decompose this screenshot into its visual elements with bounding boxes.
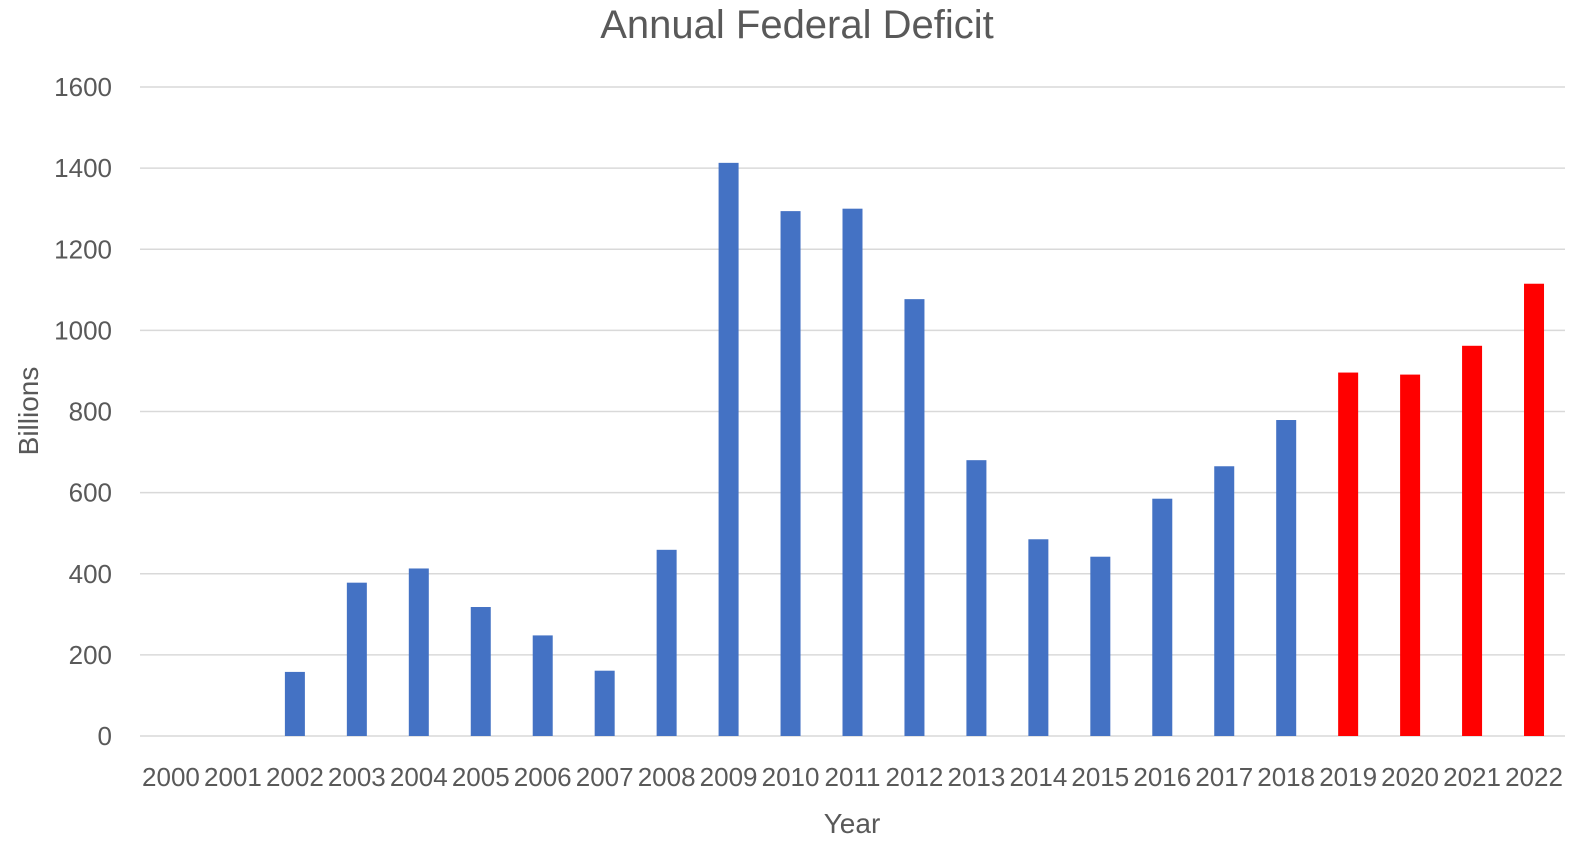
x-tick-label: 2000 [142,762,200,792]
x-tick-label: 2003 [328,762,386,792]
bar-2018 [1276,420,1296,736]
y-axis-ticks: 0 200 400 600 800 1000 1200 1400 1600 [54,72,112,751]
y-tick-label: 800 [69,397,112,427]
x-tick-label: 2017 [1195,762,1253,792]
x-tick-label: 2022 [1505,762,1563,792]
x-tick-label: 2019 [1319,762,1377,792]
bar-2011 [843,209,863,736]
x-axis-ticks: 2000 2001 2002 2003 2004 2005 2006 2007 2008 2009… [142,762,1563,792]
chart-title: Annual Federal Deficit [600,3,994,47]
bar-2003 [347,583,367,736]
bar-2017 [1214,466,1234,736]
bar-2005 [471,607,491,736]
x-tick-label: 2004 [390,762,448,792]
x-tick-label: 2012 [886,762,944,792]
bar-2008 [657,550,677,736]
y-tick-label: 400 [69,559,112,589]
x-tick-label: 2002 [266,762,324,792]
x-tick-label: 2015 [1071,762,1129,792]
y-tick-label: 200 [69,640,112,670]
x-tick-label: 2007 [576,762,634,792]
y-tick-label: 600 [69,478,112,508]
x-tick-label: 2008 [638,762,696,792]
bar-2007 [595,671,615,736]
bar-2010 [781,211,801,736]
bar-2021 [1462,346,1482,736]
x-tick-label: 2010 [762,762,820,792]
y-axis-label: Billions [13,367,44,456]
x-tick-label: 2016 [1133,762,1191,792]
y-tick-label: 1000 [54,315,112,345]
bar-2013 [966,460,986,736]
bar-2004 [409,568,429,736]
bar-2019 [1338,373,1358,736]
x-tick-label: 2011 [825,762,881,792]
bar-2006 [533,635,553,736]
y-tick-label: 0 [98,721,112,751]
x-tick-label: 2018 [1257,762,1315,792]
bar-2022 [1524,284,1544,736]
x-tick-label: 2005 [452,762,510,792]
x-axis-label: Year [824,808,881,839]
bar-2020 [1400,375,1420,736]
y-tick-label: 1400 [54,153,112,183]
x-tick-label: 2009 [700,762,758,792]
x-tick-label: 2020 [1381,762,1439,792]
x-tick-label: 2001 [204,762,262,792]
bar-2009 [719,163,739,736]
bar-2014 [1028,539,1048,736]
bar-2015 [1090,557,1110,736]
y-tick-label: 1600 [54,72,112,102]
x-tick-label: 2006 [514,762,572,792]
bar-2016 [1152,499,1172,736]
x-tick-label: 2013 [947,762,1005,792]
bar-2012 [904,299,924,736]
y-tick-label: 1200 [54,234,112,264]
bar-2002 [285,672,305,736]
x-tick-label: 2014 [1009,762,1067,792]
x-tick-label: 2021 [1443,762,1501,792]
